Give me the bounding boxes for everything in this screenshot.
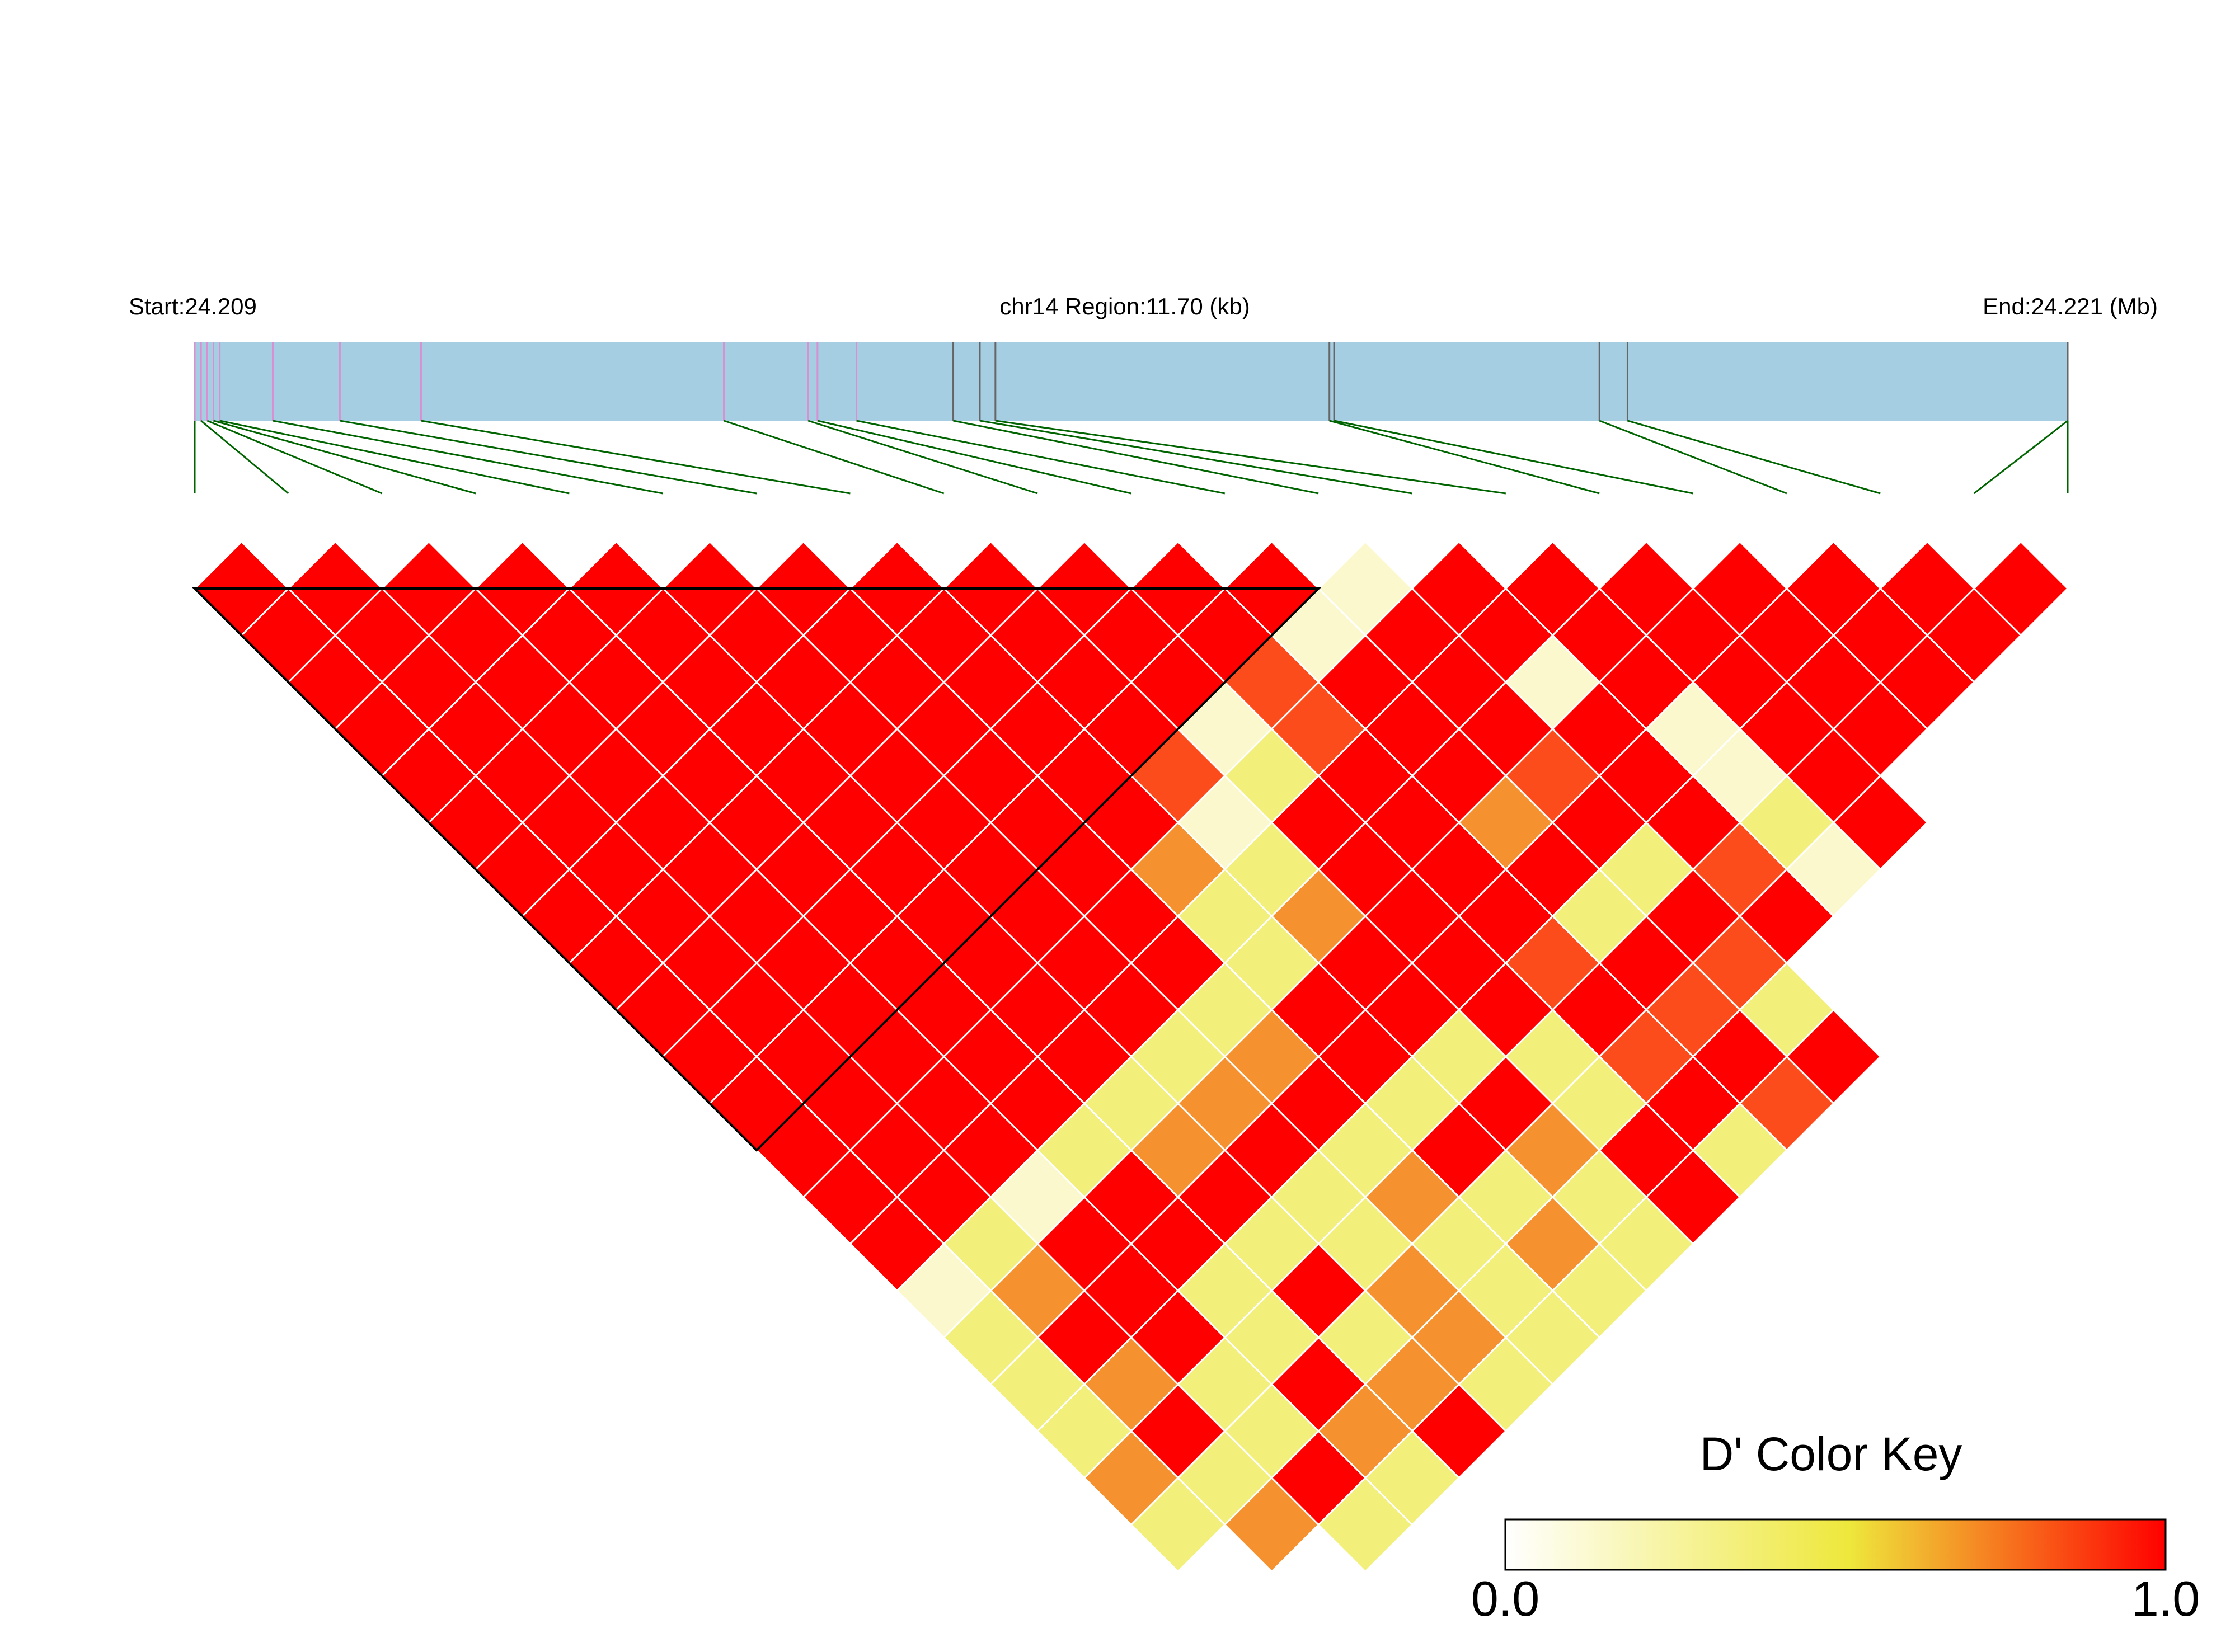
- color-key-bar: [1504, 1518, 2167, 1571]
- snp-connector-lines: [194, 420, 2069, 495]
- snp-connector: [1973, 420, 2068, 495]
- snp-connector: [1627, 420, 1881, 495]
- snp-connector: [1329, 420, 1600, 495]
- color-key-title: D' Color Key: [1700, 1428, 1962, 1480]
- end-label: End:24.221 (Mb): [1983, 293, 2158, 319]
- ld-cell: [1130, 1476, 1226, 1573]
- snp-connector: [340, 420, 757, 495]
- color-key-max-label: 1.0: [2131, 1571, 2200, 1626]
- region-label: chr14 Region:11.70 (kb): [999, 293, 1250, 319]
- ld-cells: [193, 540, 2069, 1573]
- snp-connector: [724, 420, 945, 495]
- snp-position-ticks: [194, 342, 2069, 421]
- haplotype-block-outline: [192, 587, 1322, 1152]
- color-key-min-label: 0.0: [1471, 1571, 1539, 1626]
- snp-connector: [1599, 420, 1787, 495]
- gene-region-bar: [195, 342, 2068, 421]
- snp-connector: [807, 420, 1038, 495]
- ld-cell: [1317, 1476, 1414, 1573]
- snp-connector: [213, 420, 476, 495]
- snp-connector: [979, 420, 1412, 495]
- snp-connector: [219, 420, 570, 495]
- snp-connector: [953, 420, 1319, 495]
- snp-connector: [817, 420, 1131, 495]
- snp-connector: [273, 420, 664, 495]
- snp-connector: [200, 420, 289, 495]
- block-triangle: [192, 587, 1322, 1152]
- snp-connector: [421, 420, 851, 495]
- snp-connector: [856, 420, 1226, 495]
- start-label: Start:24.209: [129, 293, 257, 319]
- snp-connector: [995, 420, 1506, 495]
- ld-cell: [1223, 1476, 1320, 1573]
- snp-connector: [1334, 420, 1693, 495]
- snp-connector: [206, 420, 383, 495]
